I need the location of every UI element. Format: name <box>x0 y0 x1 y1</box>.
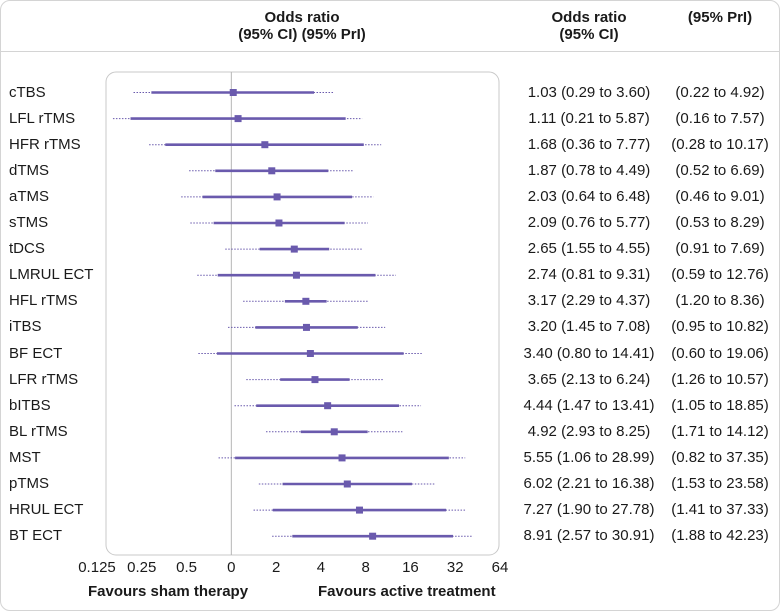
row-prediction-interval: (0.82 to 37.35) <box>671 448 769 466</box>
row-label: LFR rTMS <box>9 370 79 388</box>
row-prediction-interval: (0.28 to 10.17) <box>671 135 769 153</box>
x-tick-label: 2 <box>272 559 280 576</box>
plot-panel <box>105 71 500 556</box>
row-label: HRUL ECT <box>9 501 84 519</box>
row-label: sTMS <box>9 214 49 231</box>
point-estimate-marker <box>355 506 363 514</box>
x-tick-label: 0 <box>227 559 235 576</box>
row-label: iTBS <box>9 318 42 336</box>
row-odds-ratio-ci: 3.17 (2.29 to 4.37) <box>527 292 651 310</box>
row-prediction-interval: (0.22 to 4.92) <box>675 83 765 101</box>
row-prediction-interval: (0.46 to 9.01) <box>675 187 765 205</box>
row-prediction-interval: (0.95 to 10.82) <box>671 318 769 336</box>
point-estimate-marker <box>302 297 310 305</box>
row-prediction-interval: (0.60 to 19.06) <box>671 344 769 362</box>
row-prediction-interval: (1.05 to 18.85) <box>671 396 769 414</box>
point-estimate-marker <box>268 167 276 175</box>
row-odds-ratio-ci: 8.91 (2.57 to 30.91) <box>523 527 655 545</box>
row-prediction-interval: (1.53 to 23.58) <box>671 475 769 492</box>
row-label: dTMS <box>9 161 50 179</box>
row-odds-ratio-ci: 5.55 (1.06 to 28.99) <box>523 448 655 466</box>
row-label: HFR rTMS <box>9 135 81 153</box>
favours-sham-label: Favours sham therapy <box>88 583 249 600</box>
row-odds-ratio-ci: 2.03 (0.64 to 6.48) <box>527 187 651 205</box>
x-tick-label: 64 <box>492 559 509 576</box>
row-odds-ratio-ci: 4.92 (2.93 to 8.25) <box>527 422 651 440</box>
row-label: pTMS <box>9 475 50 492</box>
point-estimate-marker <box>234 115 242 123</box>
row-odds-ratio-ci: 6.02 (2.21 to 16.38) <box>523 475 655 492</box>
point-estimate-marker <box>311 376 319 384</box>
point-estimate-marker <box>338 454 346 462</box>
row-prediction-interval: (1.71 to 14.12) <box>671 422 769 440</box>
point-estimate-marker <box>369 532 377 540</box>
row-prediction-interval: (0.59 to 12.76) <box>671 266 769 284</box>
row-prediction-interval: (0.16 to 7.57) <box>675 109 765 127</box>
point-estimate-marker <box>261 141 269 149</box>
row-odds-ratio-ci: 3.20 (1.45 to 7.08) <box>527 318 651 336</box>
row-odds-ratio-ci: 3.65 (2.13 to 6.24) <box>527 370 651 388</box>
x-tick-label: 0.5 <box>176 559 197 576</box>
row-odds-ratio-ci: 1.68 (0.36 to 7.77) <box>527 135 651 153</box>
row-prediction-interval: (0.91 to 7.69) <box>675 240 765 258</box>
row-label: BL rTMS <box>9 422 68 440</box>
point-estimate-marker <box>324 402 332 410</box>
point-estimate-marker <box>292 271 300 279</box>
row-odds-ratio-ci: 7.27 (1.90 to 27.78) <box>523 501 655 519</box>
point-estimate-marker <box>229 89 237 96</box>
x-tick-label: 8 <box>361 559 369 576</box>
row-label: cTBS <box>9 83 46 101</box>
point-estimate-marker <box>343 480 351 488</box>
point-estimate-marker <box>290 245 298 253</box>
row-prediction-interval: (0.53 to 8.29) <box>675 214 765 231</box>
plot-header-title: Odds ratio <box>264 9 340 26</box>
row-odds-ratio-ci: 3.40 (0.80 to 14.41) <box>523 344 655 362</box>
row-prediction-interval: (1.26 to 10.57) <box>671 370 769 388</box>
point-estimate-marker <box>330 428 338 436</box>
row-label: HFL rTMS <box>9 292 78 310</box>
x-tick-label: 4 <box>317 559 325 576</box>
point-estimate-marker <box>273 193 281 201</box>
row-label: LMRUL ECT <box>9 266 94 284</box>
pri-column-header: (95% PrI) <box>664 9 776 26</box>
row-label: MST <box>9 448 41 466</box>
x-tick-label: 0.125 <box>78 559 116 576</box>
favours-active-label: Favours active treatment <box>318 583 496 600</box>
or-column-title: Odds ratio <box>551 9 627 26</box>
row-label: tDCS <box>9 240 45 258</box>
row-prediction-interval: (0.52 to 6.69) <box>675 161 765 179</box>
point-estimate-marker <box>275 219 283 227</box>
row-label: bITBS <box>9 396 51 414</box>
row-prediction-interval: (1.20 to 8.36) <box>675 292 765 310</box>
row-label: BT ECT <box>9 527 63 545</box>
or-column-header: Odds ratio (95% CI) <box>516 9 662 43</box>
row-label: aTMS <box>9 187 50 205</box>
header-divider <box>0 51 780 52</box>
row-odds-ratio-ci: 2.09 (0.76 to 5.77) <box>527 214 651 231</box>
row-odds-ratio-ci: 1.03 (0.29 to 3.60) <box>527 83 651 101</box>
row-odds-ratio-ci: 2.74 (0.81 to 9.31) <box>527 266 651 284</box>
row-odds-ratio-ci: 4.44 (1.47 to 13.41) <box>523 396 655 414</box>
row-odds-ratio-ci: 2.65 (1.55 to 4.55) <box>527 240 651 258</box>
row-odds-ratio-ci: 1.87 (0.78 to 4.49) <box>527 161 651 179</box>
row-prediction-interval: (1.88 to 42.23) <box>671 527 769 545</box>
row-odds-ratio-ci: 1.11 (0.21 to 5.87) <box>528 109 650 127</box>
point-estimate-marker <box>302 323 310 331</box>
x-tick-label: 16 <box>402 559 419 576</box>
pri-column-title: (95% PrI) <box>687 9 753 26</box>
plot-header-subtitle: (95% CI) (95% PrI) <box>238 26 366 43</box>
row-label: BF ECT <box>9 344 63 362</box>
x-tick-label: 0.25 <box>127 559 156 576</box>
or-column-subtitle: (95% CI) <box>559 26 619 43</box>
row-label: LFL rTMS <box>9 109 76 127</box>
row-prediction-interval: (1.41 to 37.33) <box>671 501 769 519</box>
plot-header: Odds ratio (95% CI) (95% PrI) <box>212 9 392 43</box>
x-tick-label: 32 <box>447 559 464 576</box>
point-estimate-marker <box>306 350 314 357</box>
